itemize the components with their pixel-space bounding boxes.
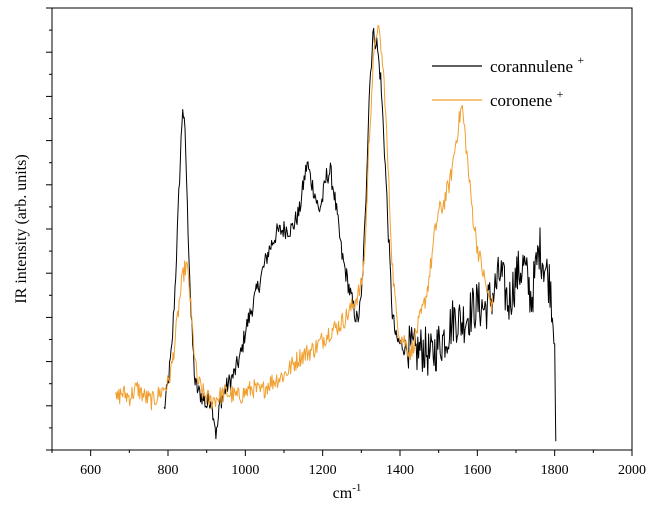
- x-axis-label-superscript: -1: [352, 482, 361, 494]
- legend-label-superscript: +: [577, 53, 584, 67]
- x-tick-label: 1000: [231, 463, 259, 478]
- x-axis-label: cm-1: [333, 482, 362, 502]
- legend-label-corannulene: corannulene +: [490, 53, 584, 76]
- y-axis-ticks: [46, 7, 52, 451]
- x-tick-label: 1800: [541, 463, 569, 478]
- x-tick-label: 1600: [463, 463, 491, 478]
- legend-label-coronene: coronene +: [490, 87, 564, 110]
- x-tick-label: 600: [80, 463, 101, 478]
- x-tick-label: 800: [158, 463, 179, 478]
- legend-label-superscript: +: [557, 87, 564, 101]
- y-axis-label: IR intensity (arb. units): [13, 154, 30, 303]
- x-tick-label: 1400: [386, 463, 414, 478]
- x-tick-label: 2000: [618, 463, 646, 478]
- x-tick-label: 1200: [309, 463, 337, 478]
- series-layer: [115, 25, 557, 442]
- legend: corannulene + coronene +: [432, 53, 584, 110]
- x-axis-ticks: 600 800 1000 1200 1400 1600 1800 2000: [51, 450, 646, 478]
- series-line-coronene: [115, 25, 494, 411]
